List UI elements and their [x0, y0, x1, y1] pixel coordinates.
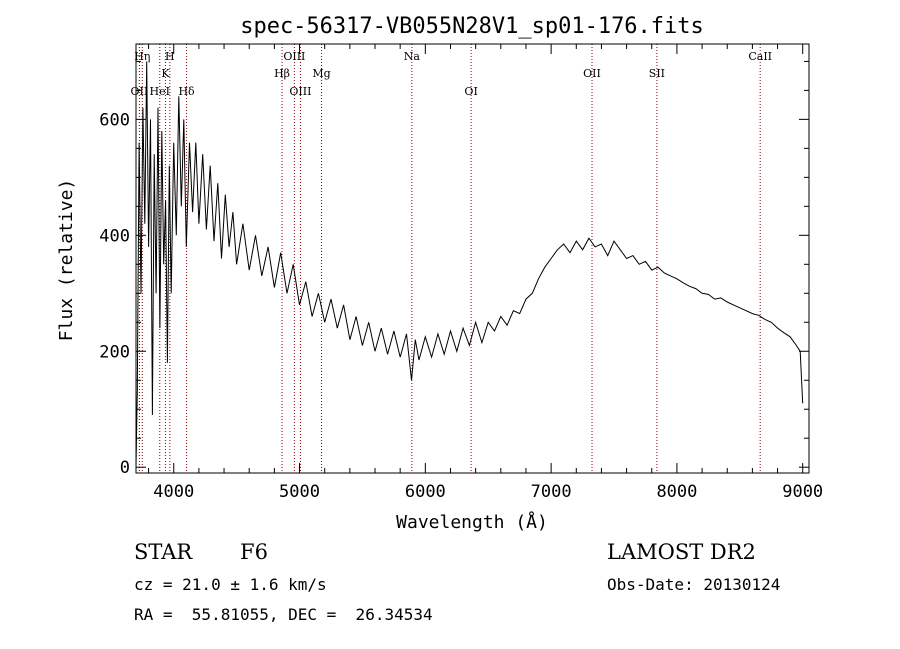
object-subclass: F6 — [240, 540, 268, 564]
x-tick-label-9000: 9000 — [782, 482, 823, 502]
x-axis-label: Wavelength (Å) — [396, 511, 548, 533]
y-tick-label-600: 600 — [99, 110, 130, 130]
chart-title: spec-56317-VB055N28V1_sp01-176.fits — [240, 14, 704, 39]
redshift-value: cz = 21.0 ± 1.6 km/s — [134, 575, 327, 594]
plot-frame — [135, 43, 810, 474]
line-label-3: K — [161, 67, 170, 80]
line-label-5: Hδ — [178, 85, 195, 98]
y-tick-label-0: 0 — [120, 458, 130, 478]
y-axis-label: Flux (relative) — [56, 179, 77, 342]
line-label-11: OI — [464, 85, 477, 98]
line-label-13: SII — [649, 67, 665, 80]
line-label-8: OIII — [289, 85, 311, 98]
sky-coordinates: RA = 55.81055, DEC = 26.34534 — [134, 605, 433, 624]
line-label-9: Mg — [312, 67, 330, 80]
line-label-7: OIII — [283, 50, 305, 63]
line-label-14: CaII — [748, 50, 772, 63]
line-label-2: HeI — [150, 85, 170, 98]
line-label-6: Hβ — [274, 67, 290, 80]
x-tick-label-4000: 4000 — [153, 482, 194, 502]
line-label-4: H — [165, 50, 175, 63]
y-tick-label-200: 200 — [99, 342, 130, 362]
line-label-1: Hη — [134, 50, 150, 63]
line-label-12: OII — [583, 67, 601, 80]
line-label-0: OII — [131, 85, 149, 98]
line-label-10: Na — [404, 50, 421, 63]
survey-name: LAMOST DR2 — [607, 540, 756, 564]
x-tick-label-8000: 8000 — [656, 482, 697, 502]
x-tick-label-6000: 6000 — [405, 482, 446, 502]
observation-date: Obs-Date: 20130124 — [607, 575, 781, 594]
axis-ticks: 4000 5000 6000 7000 8000 9000 0 200 400 600 — [99, 44, 823, 502]
y-tick-label-400: 400 — [99, 226, 130, 246]
spectrum-line — [135, 61, 804, 468]
object-class: STAR — [134, 540, 193, 564]
x-tick-label-7000: 7000 — [531, 482, 572, 502]
x-tick-label-5000: 5000 — [279, 482, 320, 502]
